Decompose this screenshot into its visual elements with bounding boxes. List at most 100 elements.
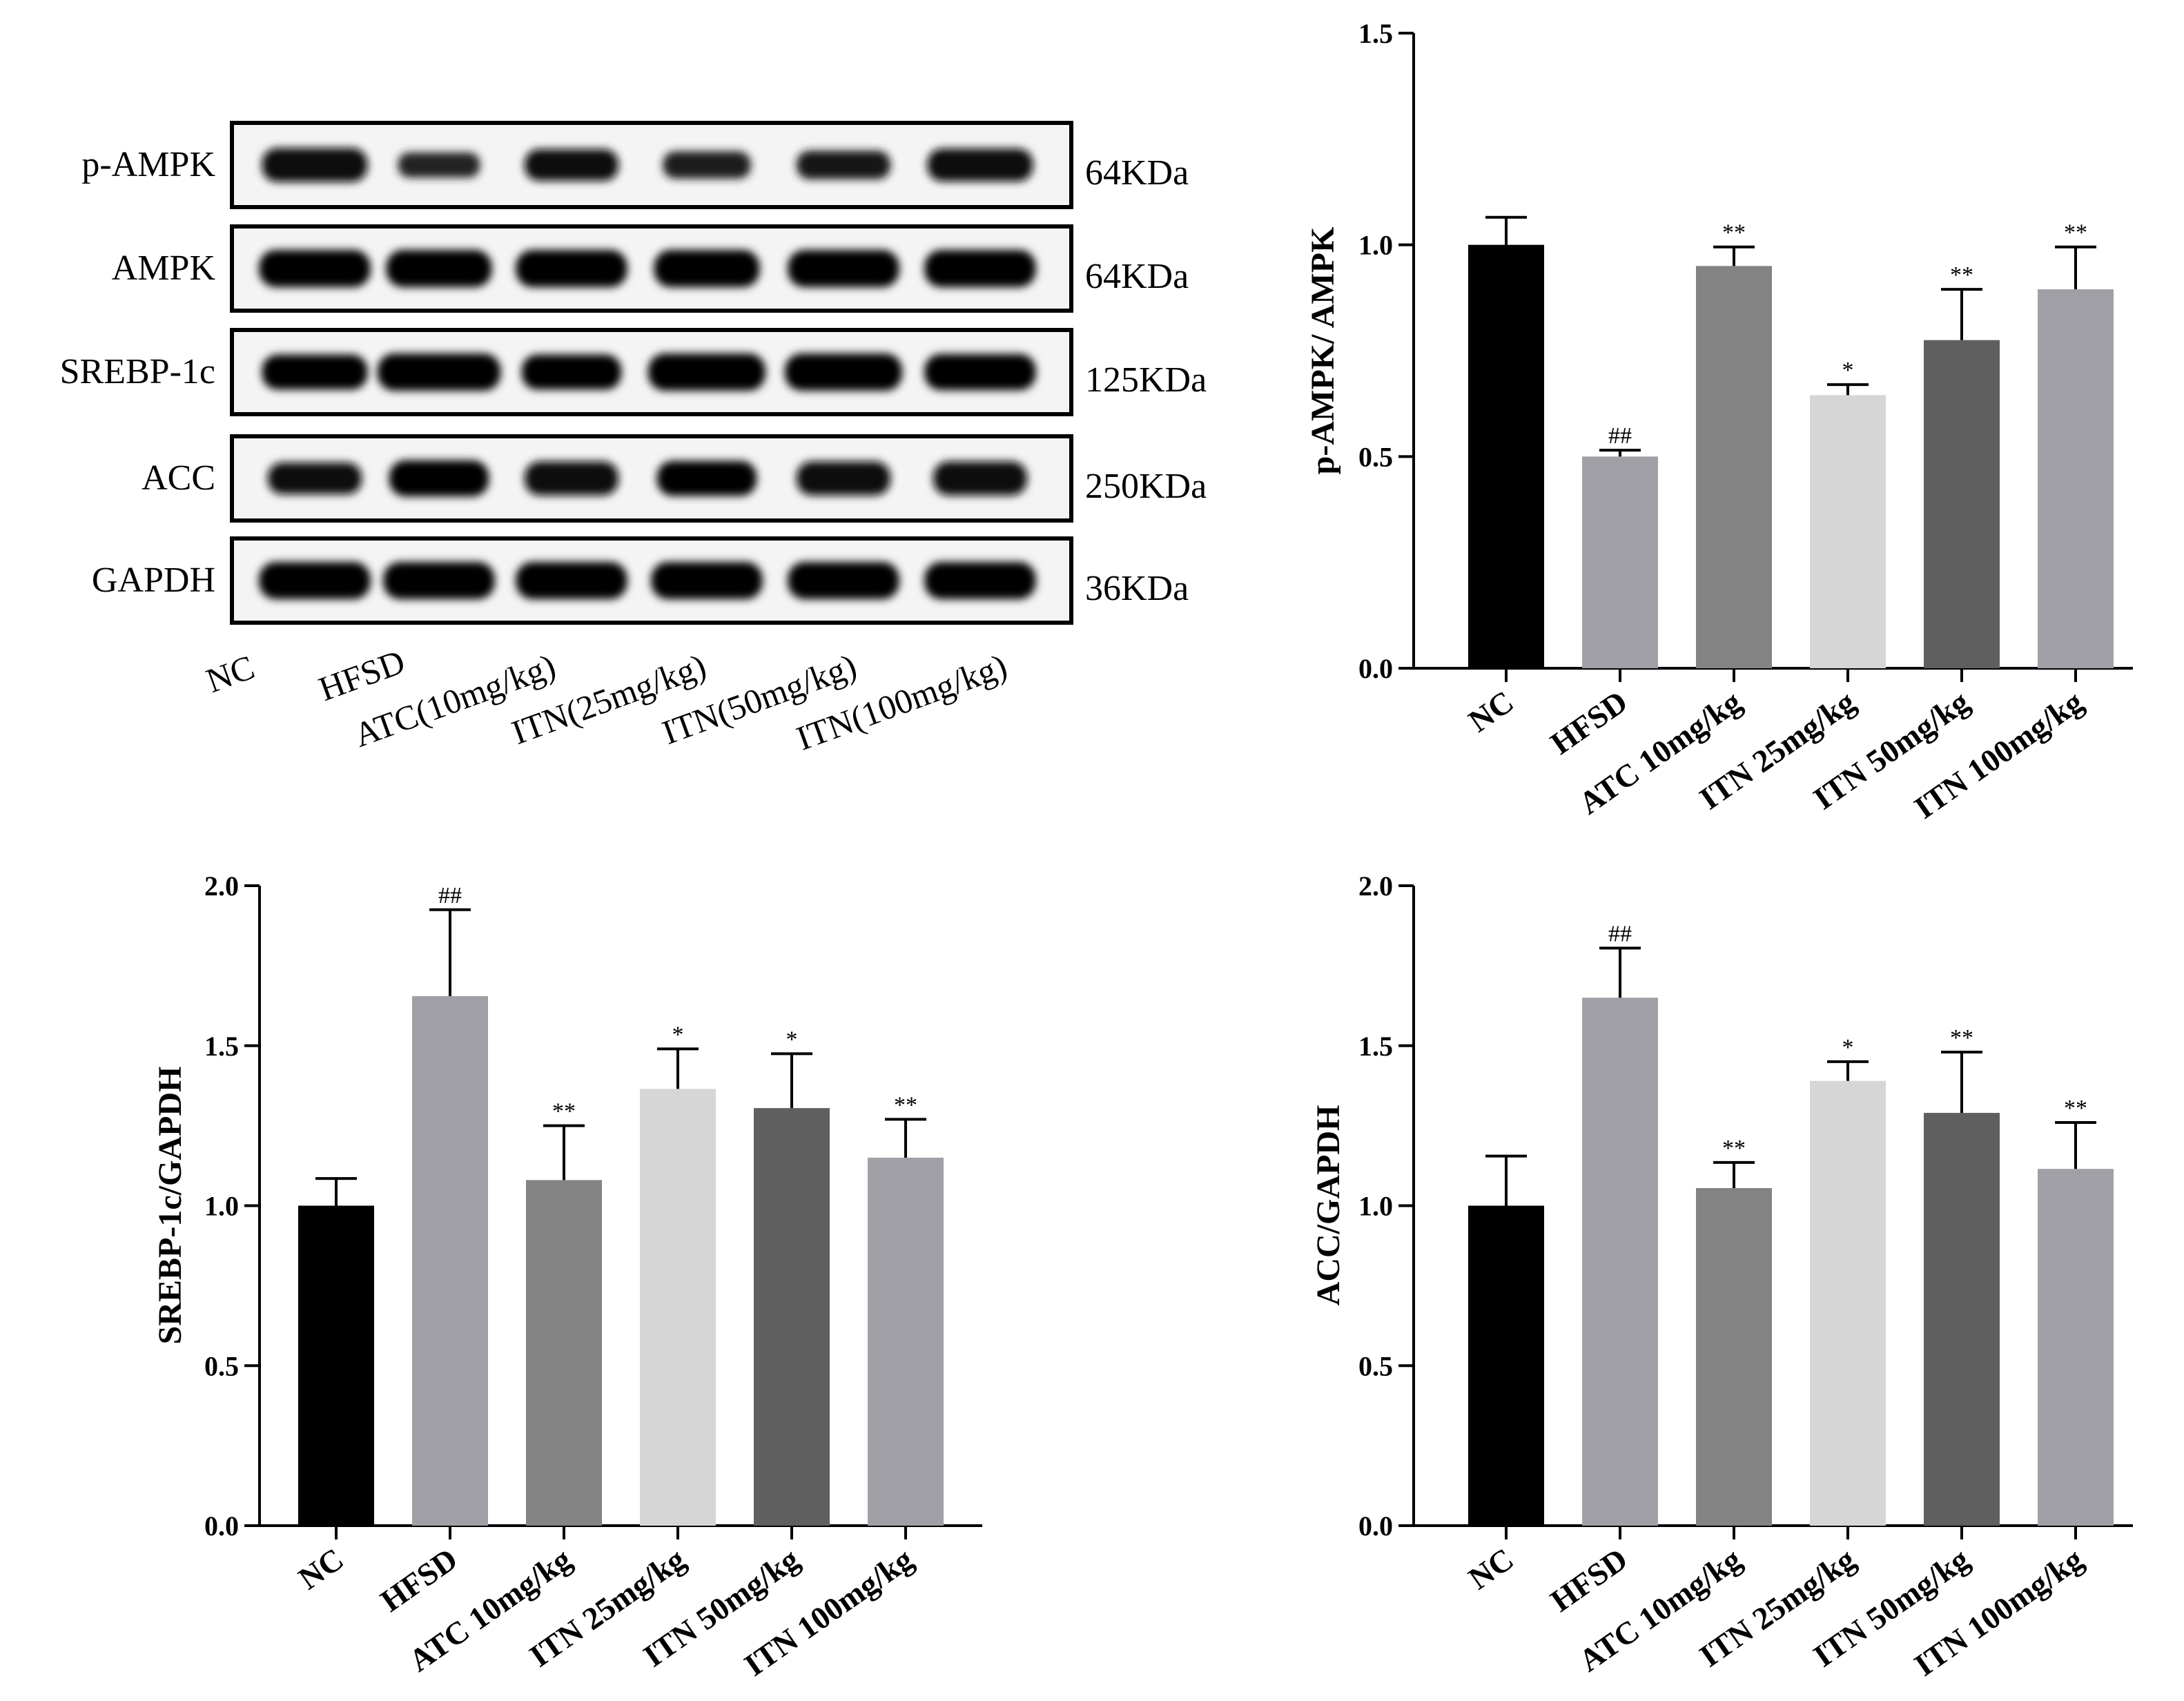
blot-protein-label: p-AMPK [81, 145, 215, 184]
bar-itn-50mg-kg [754, 1108, 830, 1526]
bar-atc-10mg-kg [526, 1180, 602, 1526]
blot-band [933, 461, 1027, 496]
western-blot-panel: p-AMPK 64KDa AMPK 64KDa SREBP-1c 125KDa ACC 250… [60, 121, 1207, 758]
blot-band [924, 353, 1036, 391]
bar-itn-100mg-kg [2038, 289, 2114, 669]
y-tick-label: 2.0 [1358, 871, 1393, 902]
blot-band [389, 460, 489, 497]
blot-band [651, 562, 763, 599]
bar-itn-100mg-kg [868, 1157, 944, 1526]
blot-band [924, 562, 1036, 599]
bar-hfsd [412, 995, 488, 1526]
y-tick-label: 0.0 [1358, 1510, 1393, 1542]
blot-band [924, 250, 1036, 287]
category-label: HFSD [374, 1541, 464, 1618]
blot-frame [230, 434, 1073, 523]
y-tick-label: 2.0 [204, 871, 239, 902]
blot-row-ampk: AMPK 64KDa [112, 224, 1189, 313]
blot-band [398, 152, 480, 178]
blot-mw-label: 64KDa [1085, 153, 1189, 193]
bar-itn-100mg-kg [2038, 1169, 2114, 1526]
blot-band [383, 562, 495, 599]
significance-mark: ** [1722, 1136, 1746, 1161]
blot-band [268, 463, 362, 494]
bar-nc [1468, 244, 1544, 669]
bar-hfsd [1582, 998, 1658, 1526]
bar-atc-10mg-kg [1696, 1188, 1772, 1526]
y-tick-label: 1.5 [1358, 1031, 1393, 1062]
blot-band [521, 354, 622, 390]
bar-hfsd [1582, 456, 1658, 668]
bar-nc [298, 1205, 374, 1526]
blot-band [516, 250, 627, 287]
significance-mark: ** [2064, 220, 2087, 246]
significance-mark: ## [438, 883, 462, 908]
significance-mark: ## [1608, 423, 1632, 449]
category-label: HFSD [1544, 1541, 1634, 1618]
blot-band [927, 148, 1033, 182]
bar-itn-25mg-kg [1810, 1080, 1886, 1526]
blot-band [386, 250, 492, 287]
category-label: NC [1462, 683, 1520, 739]
bar-atc-10mg-kg [1696, 266, 1772, 668]
blot-band [377, 353, 501, 391]
y-tick-label: 1.0 [1358, 1191, 1393, 1222]
blot-row-acc: ACC 250KDa [142, 434, 1207, 523]
blot-band [525, 461, 618, 496]
blot-row-srebp-1c: SREBP-1c 125KDa [60, 328, 1207, 416]
bar-itn-50mg-kg [1924, 340, 2000, 668]
blot-band [785, 353, 902, 391]
y-tick-label: 0.0 [204, 1510, 239, 1542]
chart-srebp-1c-gapdh: 0.00.51.01.52.0SREBP-1c/GAPDHNC##HFSD**A… [152, 871, 982, 1683]
blot-mw-label: 36KDa [1085, 569, 1189, 608]
blot-band [259, 562, 371, 599]
blot-lane-label: NC [201, 648, 259, 700]
bar-itn-25mg-kg [640, 1089, 716, 1526]
y-tick-label: 0.5 [1358, 1350, 1393, 1381]
blot-band [797, 150, 890, 179]
category-label: NC [292, 1541, 350, 1596]
blot-row-gapdh: GAPDH 36KDa [92, 536, 1189, 625]
blot-protein-label: SREBP-1c [60, 352, 215, 391]
y-axis-label: ACC/GAPDH [1310, 1105, 1347, 1306]
significance-mark: ** [2064, 1096, 2087, 1121]
significance-mark: * [1842, 1035, 1854, 1060]
blot-band [663, 151, 751, 179]
category-label: NC [1462, 1541, 1520, 1596]
blot-band [525, 149, 618, 181]
blot-mw-label: 125KDa [1085, 360, 1207, 400]
bar-itn-50mg-kg [1924, 1113, 2000, 1526]
y-tick-label: 1.5 [204, 1031, 239, 1062]
y-tick-label: 1.0 [204, 1191, 239, 1222]
y-tick-label: 0.5 [204, 1350, 239, 1381]
y-axis-label: SREBP-1c/GAPDH [152, 1067, 188, 1345]
significance-mark: ** [1950, 262, 1973, 288]
blot-protein-label: AMPK [112, 249, 216, 288]
y-tick-label: 1.0 [1358, 230, 1393, 261]
blot-band [788, 562, 899, 599]
significance-mark: * [1842, 358, 1854, 383]
blot-band [648, 353, 766, 391]
blot-band [656, 460, 757, 496]
significance-mark: ## [1608, 921, 1632, 946]
significance-mark: ** [552, 1099, 576, 1125]
blot-band [516, 562, 627, 599]
blot-band [262, 148, 368, 182]
y-tick-label: 0.5 [1358, 441, 1393, 472]
blot-band [262, 354, 368, 390]
blot-protein-label: ACC [142, 458, 215, 498]
blot-lane-label: HFSD [313, 642, 409, 708]
blot-row-p-ampk: p-AMPK 64KDa [81, 121, 1189, 209]
blot-band [797, 461, 890, 496]
category-label: HFSD [1544, 683, 1634, 761]
blot-band [654, 250, 760, 287]
blot-mw-label: 64KDa [1085, 257, 1189, 296]
significance-mark: ** [1950, 1025, 1973, 1051]
significance-mark: ** [894, 1092, 917, 1118]
blot-band [788, 250, 899, 287]
y-tick-label: 1.5 [1358, 18, 1393, 49]
y-tick-label: 0.0 [1358, 653, 1393, 684]
